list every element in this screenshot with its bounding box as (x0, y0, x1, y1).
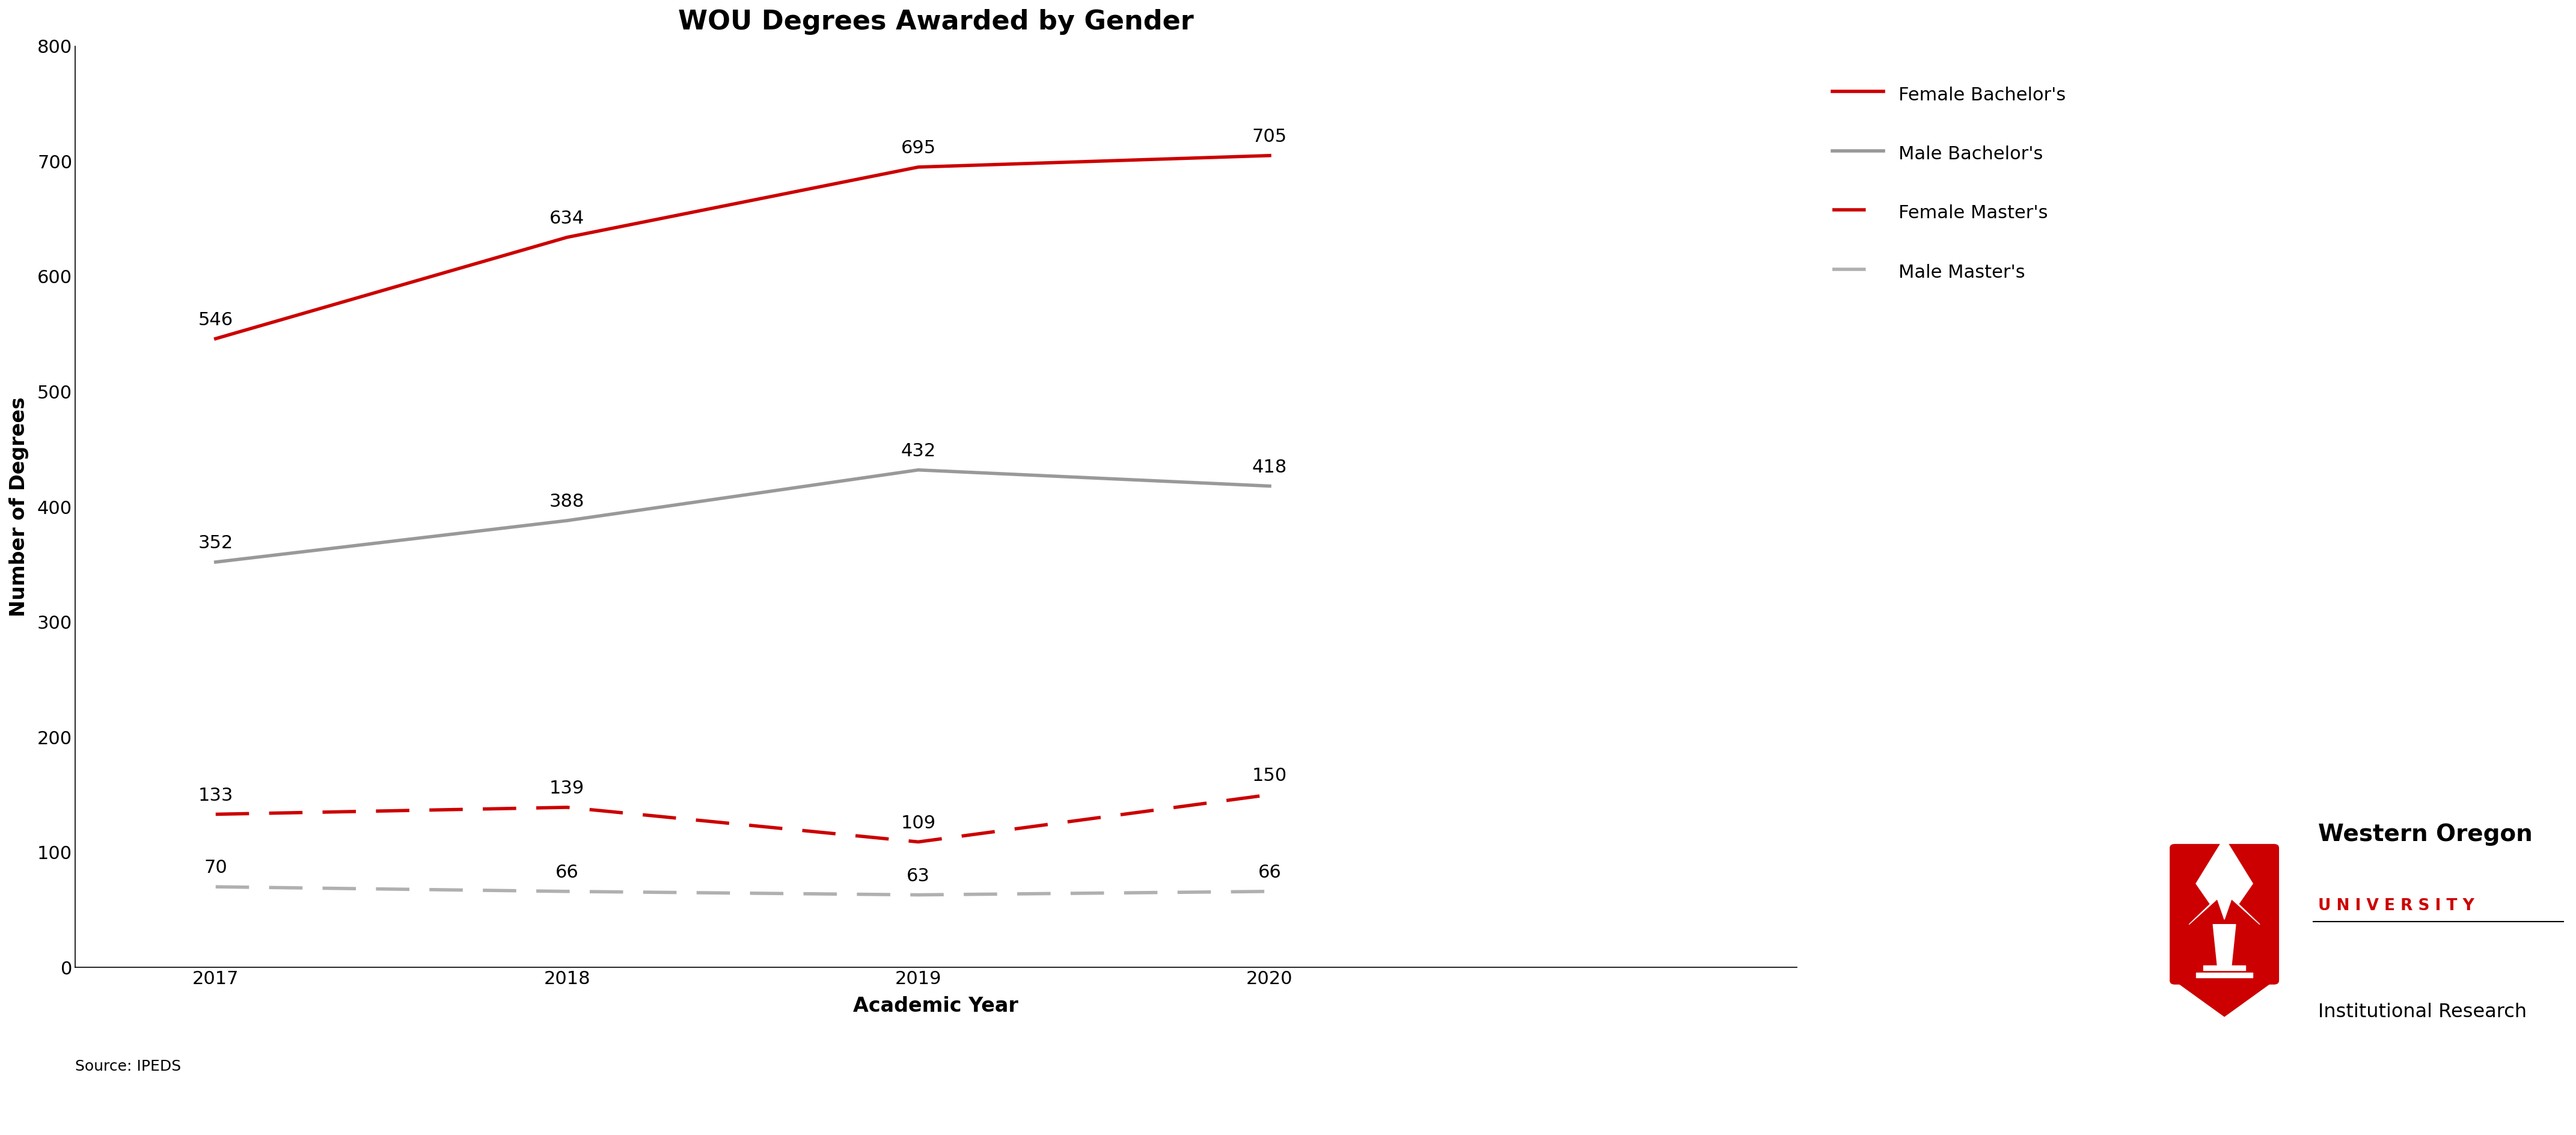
Text: 66: 66 (556, 864, 580, 882)
Polygon shape (2202, 965, 2246, 970)
X-axis label: Academic Year: Academic Year (853, 997, 1018, 1016)
Text: Source: IPEDS: Source: IPEDS (75, 1060, 180, 1074)
Text: 66: 66 (1257, 864, 1280, 882)
Text: 705: 705 (1252, 128, 1288, 145)
Text: 150: 150 (1252, 767, 1288, 784)
Y-axis label: Number of Degrees: Number of Degrees (10, 397, 28, 616)
Text: 388: 388 (549, 493, 585, 511)
Text: 352: 352 (198, 535, 234, 552)
Polygon shape (2213, 924, 2236, 965)
Text: 63: 63 (907, 867, 930, 885)
Text: 432: 432 (902, 443, 935, 460)
Text: 133: 133 (198, 787, 234, 805)
Text: 546: 546 (198, 311, 234, 329)
Text: 634: 634 (549, 210, 585, 227)
Text: Western Oregon: Western Oregon (2318, 823, 2532, 846)
Polygon shape (2195, 973, 2251, 977)
Polygon shape (2190, 838, 2259, 924)
Text: 139: 139 (549, 780, 585, 797)
FancyBboxPatch shape (2172, 844, 2277, 984)
Text: Institutional Research: Institutional Research (2318, 1003, 2527, 1022)
Text: 418: 418 (1252, 459, 1288, 476)
Text: 70: 70 (204, 859, 227, 876)
Legend: Female Bachelor's, Male Bachelor's, Female Master's, Male Master's: Female Bachelor's, Male Bachelor's, Fema… (1824, 74, 2074, 292)
Polygon shape (2174, 981, 2275, 1017)
Title: WOU Degrees Awarded by Gender: WOU Degrees Awarded by Gender (677, 9, 1193, 35)
Text: U N I V E R S I T Y: U N I V E R S I T Y (2318, 898, 2476, 914)
Text: 695: 695 (902, 140, 935, 157)
Text: 109: 109 (902, 815, 935, 832)
